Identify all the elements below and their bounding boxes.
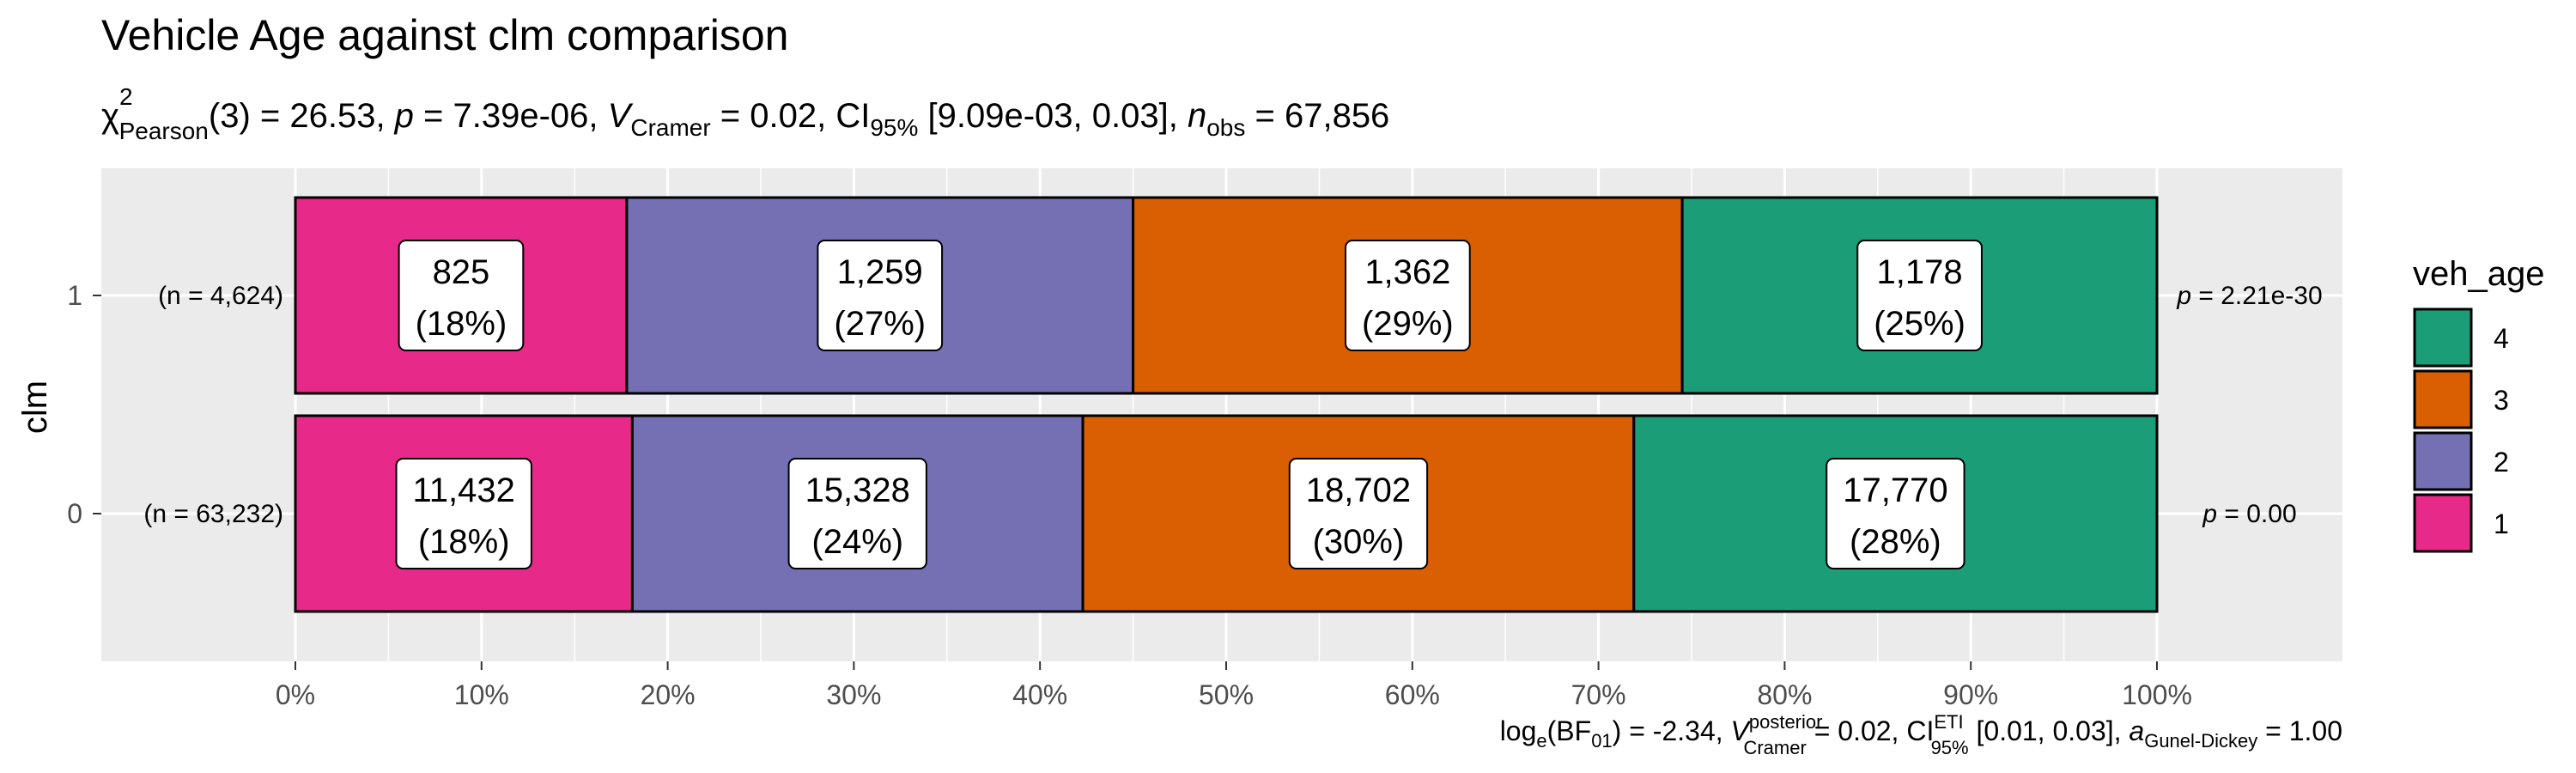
p-value-label: p = 2.21e-30	[2176, 282, 2322, 310]
legend: veh_age 4 3 2 1	[2413, 255, 2544, 553]
caption-bf: (BF	[1547, 715, 1592, 746]
legend-title: veh_age	[2413, 255, 2544, 293]
data-label-percent: (18%)	[416, 305, 507, 343]
data-label-box	[787, 458, 927, 569]
caption-v-symbol: V	[1731, 715, 1752, 746]
subtitle-v-text: = 0.02, CI	[711, 97, 871, 135]
legend-label: 3	[2494, 385, 2509, 416]
subtitle-chi-symbol: χ	[101, 97, 119, 135]
x-tick-label: 90%	[1943, 679, 1998, 710]
data-label-count: 1,259	[837, 253, 923, 291]
legend-key	[2413, 431, 2473, 491]
data-label-box	[1826, 458, 1965, 569]
chart-subtitle: χ2 Pearson(3) = 26.53, p = 7.39e-06, VCra…	[101, 83, 1389, 144]
subtitle-n-text: = 67,856	[1245, 97, 1389, 135]
sample-size-label: (n = 4,624)	[158, 282, 283, 310]
x-tick-label: 0%	[276, 679, 315, 710]
subtitle-v-sub: Cramer	[630, 114, 710, 141]
p-value-label: p = 0.00	[2202, 500, 2296, 528]
x-tick-label: 50%	[1199, 679, 1254, 710]
subtitle-n-sub: obs	[1206, 114, 1245, 141]
legend-label: 1	[2494, 508, 2509, 539]
caption-a-text: = 1.00	[2257, 715, 2342, 746]
x-axis: 0% 10% 20% 30% 40% 50% 60% 70% 80% 90% 100%	[276, 661, 2192, 710]
caption-v-sub: Cramer	[1743, 737, 1806, 758]
sample-size-label: (n = 63,232)	[143, 500, 283, 528]
caption-v-sup: posterior	[1749, 711, 1823, 733]
legend-key	[2413, 369, 2473, 429]
chart-caption: loge(BF01) = -2.34, Vposterior Cramer = 0…	[1500, 711, 2342, 758]
data-label-count: 17,770	[1843, 472, 1947, 509]
data-label-box	[817, 240, 944, 351]
bar-labels: 825 (18%) 1,259 (27%) 1,362 (29%) 1,178 (25%) 11…	[395, 240, 1983, 569]
data-label-percent: (28%)	[1850, 523, 1941, 561]
caption-ci-text: [0.01, 0.03],	[1969, 715, 2129, 746]
legend-label: 2	[2494, 447, 2509, 478]
subtitle-n-label: n	[1188, 97, 1206, 135]
p-value-text: = 0.00	[2217, 500, 2297, 528]
data-label-percent: (29%)	[1362, 305, 1454, 343]
data-label-count: 1,178	[1877, 253, 1963, 291]
caption-a-symbol: a	[2129, 715, 2144, 746]
caption-a-sub: Gunel-Dickey	[2144, 730, 2257, 752]
x-tick-label: 10%	[454, 679, 509, 710]
data-label-box	[395, 458, 532, 569]
data-label-percent: (30%)	[1313, 523, 1405, 561]
caption-v-text: = 0.02, CI	[1807, 715, 1935, 746]
x-tick-label: 100%	[2122, 679, 2192, 710]
x-tick-label: 60%	[1385, 679, 1440, 710]
y-tick-label: 1	[67, 280, 82, 311]
data-label-percent: (18%)	[418, 523, 510, 561]
y-axis-title: clm	[16, 380, 54, 434]
subtitle-ci-sub: 95%	[870, 114, 918, 141]
legend-key	[2413, 493, 2473, 553]
subtitle-chi-sub: Pearson	[119, 118, 209, 144]
caption-bf-value: ) = -2.34,	[1613, 715, 1731, 746]
side-labels: (n = 4,624) p = 2.21e-30 (n = 63,232) p = 0…	[143, 282, 2322, 528]
data-label-percent: (24%)	[811, 523, 903, 561]
data-label-count: 18,702	[1306, 472, 1411, 509]
caption-log: log	[1500, 715, 1537, 746]
y-tick-label: 0	[67, 498, 82, 529]
subtitle-ci-text: [9.09e-03, 0.03],	[918, 97, 1188, 135]
y-axis: 10	[67, 280, 101, 529]
x-tick-label: 20%	[641, 679, 696, 710]
chart-title: Vehicle Age against clm comparison	[101, 11, 788, 59]
x-tick-label: 80%	[1757, 679, 1812, 710]
data-label-box	[1345, 240, 1471, 351]
data-label-percent: (25%)	[1874, 305, 1965, 343]
data-label-box	[1288, 458, 1429, 569]
subtitle-chi-sup: 2	[119, 83, 133, 110]
subtitle-df: (3) = 26.53,	[209, 97, 395, 135]
caption-bf-sub: 01	[1591, 730, 1612, 752]
subtitle-p-text: = 7.39e-06,	[414, 97, 608, 135]
data-label-box	[398, 240, 525, 351]
subtitle-v-symbol: V	[608, 97, 634, 135]
data-label-count: 11,432	[413, 472, 515, 509]
caption-ci-sup: ETI	[1934, 711, 1963, 733]
data-label-count: 1,362	[1364, 253, 1450, 291]
x-tick-label: 30%	[826, 679, 881, 710]
data-label-count: 825	[433, 253, 490, 291]
x-tick-label: 70%	[1571, 679, 1626, 710]
caption-log-sub: e	[1536, 730, 1546, 752]
legend-label: 4	[2494, 323, 2509, 354]
caption-ci-sub: 95%	[1931, 737, 1969, 758]
data-label-box	[1856, 240, 1983, 351]
p-value-symbol: p	[2176, 282, 2191, 310]
p-value-text: = 2.21e-30	[2191, 282, 2323, 310]
p-value-symbol: p	[2202, 500, 2217, 528]
x-tick-label: 40%	[1012, 679, 1067, 710]
data-label-percent: (27%)	[834, 305, 926, 343]
data-label-count: 15,328	[805, 472, 910, 509]
subtitle-p-label: p	[394, 97, 414, 135]
legend-key	[2413, 307, 2473, 368]
